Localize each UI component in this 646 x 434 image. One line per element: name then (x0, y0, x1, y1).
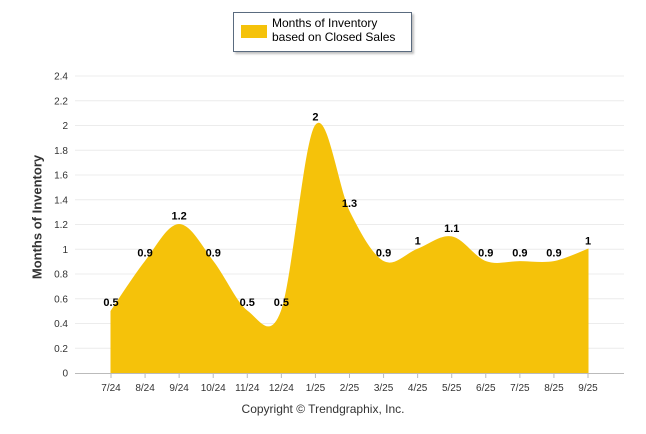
y-tick-label: 0.6 (54, 294, 68, 305)
y-tick-label: 0.2 (54, 344, 68, 355)
data-label: 1 (585, 235, 591, 247)
data-label: 1.2 (171, 211, 186, 223)
y-tick-label: 2 (62, 121, 68, 132)
data-label: 0.9 (512, 248, 527, 260)
area-fill (110, 122, 589, 374)
y-tick-label: 1.4 (54, 195, 68, 206)
x-tick-label: 8/24 (135, 383, 155, 394)
data-label: 0.5 (274, 297, 289, 309)
x-tick-label: 11/24 (235, 383, 260, 394)
legend[interactable]: Months of Inventory based on Closed Sale… (233, 12, 412, 52)
data-labels: 0.5 0.9 1.2 0.9 0.5 0.5 2 1.3 0.9 1 1.1 0.9 0.9 0.9 1 (103, 112, 591, 310)
y-tick-label: 1.6 (54, 171, 68, 182)
data-label: 2 (312, 112, 318, 124)
data-label: 1.3 (342, 198, 357, 210)
x-tick-label: 1/25 (306, 383, 326, 394)
x-tick-label: 9/25 (578, 383, 598, 394)
data-label: 0.9 (376, 248, 391, 260)
data-label: 0.9 (546, 248, 561, 260)
y-tick-label: 2.2 (54, 96, 68, 107)
legend-label: Months of Inventory based on Closed Sale… (272, 16, 396, 44)
x-tick-label: 5/25 (442, 383, 462, 394)
copyright: Copyright © Trendgraphix, Inc. (241, 402, 405, 416)
y-tick-label: 2.4 (54, 72, 68, 83)
data-label: 0.9 (206, 248, 221, 260)
x-tick-label: 6/25 (476, 383, 496, 394)
x-tick-label: 2/25 (340, 383, 360, 394)
y-tick-label: 0.4 (54, 319, 68, 330)
x-axis: 7/24 8/24 9/24 10/24 11/24 12/24 1/25 2/25 3/25 4… (75, 373, 624, 394)
y-axis-title: Months of Inventory (29, 154, 45, 280)
legend-swatch (241, 25, 267, 38)
area-series (110, 122, 589, 374)
y-tick-label: 0.8 (54, 270, 68, 281)
x-tick-label: 10/24 (201, 383, 226, 394)
data-label: 1.1 (444, 223, 459, 235)
data-label: 1 (415, 235, 421, 247)
x-tick-label: 3/25 (374, 383, 394, 394)
y-tick-label: 1 (62, 245, 68, 256)
x-tick-label: 8/25 (544, 383, 564, 394)
x-tick-label: 12/24 (269, 383, 294, 394)
x-tick-label: 9/24 (169, 383, 189, 394)
y-tick-label: 1.2 (54, 220, 68, 231)
x-tick-label: 7/25 (510, 383, 530, 394)
data-label: 0.9 (478, 248, 493, 260)
x-tick-label: 4/25 (408, 383, 428, 394)
data-label: 0.5 (103, 297, 118, 309)
data-label: 0.9 (137, 248, 152, 260)
data-label: 0.5 (240, 297, 255, 309)
y-tick-label: 1.8 (54, 146, 68, 157)
y-axis-ticks: 0 0.2 0.4 0.6 0.8 1 1.2 1.4 1.6 1.8 2 2.2 2.4 (54, 72, 68, 380)
y-tick-label: 0 (62, 369, 68, 380)
x-tick-label: 7/24 (101, 383, 121, 394)
